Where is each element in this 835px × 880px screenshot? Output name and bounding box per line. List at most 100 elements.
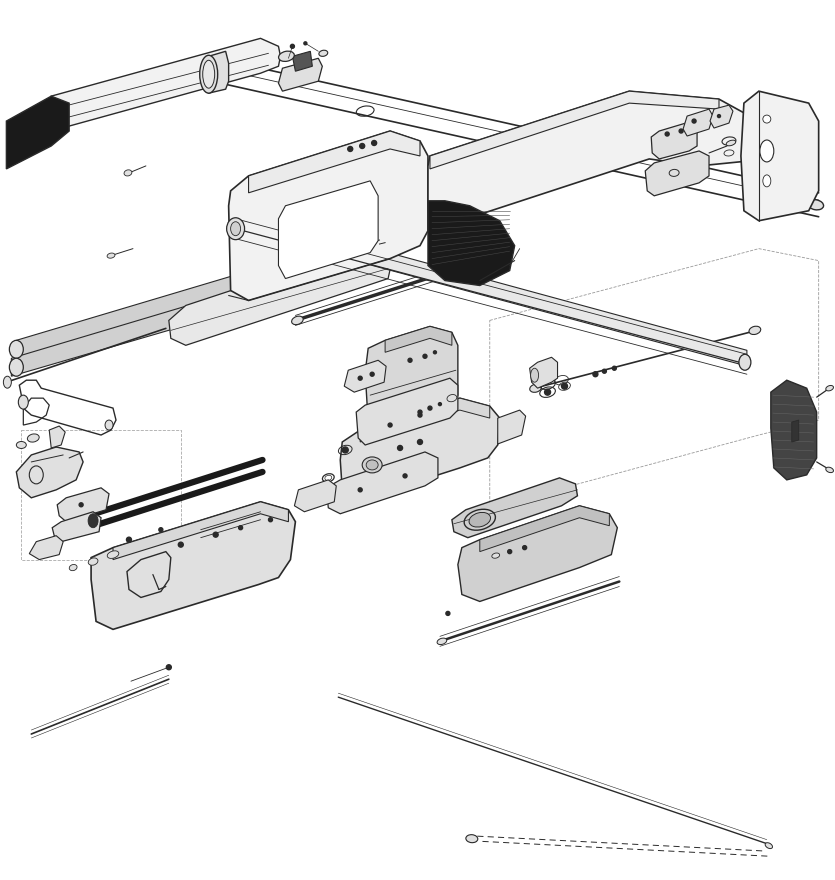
Ellipse shape: [124, 170, 132, 176]
Ellipse shape: [669, 169, 679, 176]
Circle shape: [403, 474, 407, 478]
Ellipse shape: [722, 137, 736, 145]
Polygon shape: [58, 488, 109, 522]
Ellipse shape: [362, 457, 382, 473]
Ellipse shape: [200, 55, 218, 93]
Polygon shape: [91, 502, 296, 629]
Ellipse shape: [9, 358, 23, 377]
Ellipse shape: [203, 60, 215, 88]
Ellipse shape: [279, 51, 294, 62]
Polygon shape: [17, 447, 84, 498]
Polygon shape: [360, 398, 490, 442]
Ellipse shape: [726, 140, 736, 146]
Polygon shape: [357, 378, 458, 445]
Polygon shape: [710, 105, 733, 128]
Circle shape: [717, 114, 721, 118]
Polygon shape: [229, 131, 428, 300]
Polygon shape: [200, 51, 229, 93]
Circle shape: [304, 42, 307, 45]
Ellipse shape: [492, 553, 499, 558]
Polygon shape: [529, 357, 558, 388]
Circle shape: [508, 550, 512, 554]
Ellipse shape: [749, 326, 761, 334]
Ellipse shape: [826, 385, 833, 391]
Polygon shape: [651, 122, 697, 159]
Circle shape: [408, 358, 412, 363]
Polygon shape: [340, 398, 499, 500]
Circle shape: [418, 439, 423, 444]
Ellipse shape: [447, 394, 457, 402]
Polygon shape: [51, 39, 281, 131]
Circle shape: [764, 116, 770, 122]
Ellipse shape: [724, 150, 734, 156]
Polygon shape: [683, 109, 713, 136]
Circle shape: [372, 141, 377, 145]
Circle shape: [433, 351, 437, 354]
Polygon shape: [385, 326, 452, 352]
Polygon shape: [741, 92, 818, 221]
Polygon shape: [480, 506, 610, 552]
Ellipse shape: [28, 434, 39, 442]
Polygon shape: [645, 151, 709, 196]
Ellipse shape: [807, 200, 823, 210]
Ellipse shape: [230, 222, 240, 236]
Ellipse shape: [469, 512, 490, 527]
Circle shape: [446, 612, 450, 615]
Ellipse shape: [226, 217, 245, 239]
Circle shape: [692, 119, 696, 123]
Ellipse shape: [760, 140, 774, 162]
Ellipse shape: [107, 253, 115, 258]
Polygon shape: [7, 96, 69, 169]
Circle shape: [166, 664, 171, 670]
Ellipse shape: [529, 384, 541, 392]
Circle shape: [126, 537, 131, 542]
Ellipse shape: [89, 558, 98, 565]
Circle shape: [418, 410, 422, 414]
Ellipse shape: [291, 316, 303, 325]
Polygon shape: [344, 360, 386, 392]
Ellipse shape: [763, 175, 771, 187]
Polygon shape: [428, 92, 759, 231]
Circle shape: [213, 532, 218, 537]
Circle shape: [612, 366, 616, 370]
Ellipse shape: [69, 564, 77, 570]
Polygon shape: [249, 131, 420, 193]
Polygon shape: [113, 502, 288, 560]
Ellipse shape: [9, 341, 23, 358]
Polygon shape: [771, 380, 817, 480]
Polygon shape: [17, 255, 308, 358]
Circle shape: [593, 371, 598, 377]
Circle shape: [358, 488, 362, 492]
Polygon shape: [278, 58, 322, 92]
Polygon shape: [12, 273, 306, 377]
Circle shape: [602, 370, 606, 373]
Ellipse shape: [17, 442, 27, 449]
Circle shape: [347, 146, 352, 151]
Ellipse shape: [367, 460, 378, 470]
Polygon shape: [235, 214, 746, 365]
Circle shape: [561, 383, 568, 389]
Polygon shape: [278, 181, 378, 279]
Polygon shape: [365, 326, 458, 430]
Circle shape: [544, 389, 550, 395]
Circle shape: [358, 377, 362, 380]
Circle shape: [423, 355, 427, 358]
Ellipse shape: [464, 510, 495, 531]
Polygon shape: [428, 201, 514, 285]
Circle shape: [679, 129, 683, 133]
Ellipse shape: [739, 355, 751, 370]
Ellipse shape: [107, 551, 119, 559]
Ellipse shape: [466, 834, 478, 843]
Circle shape: [360, 143, 365, 149]
Circle shape: [665, 132, 669, 136]
Ellipse shape: [105, 420, 113, 430]
Polygon shape: [430, 92, 719, 169]
Ellipse shape: [437, 638, 447, 644]
Ellipse shape: [826, 467, 833, 473]
Polygon shape: [458, 506, 617, 601]
Circle shape: [342, 447, 348, 453]
Ellipse shape: [18, 395, 28, 409]
Polygon shape: [295, 480, 337, 512]
Circle shape: [79, 502, 84, 507]
Circle shape: [159, 528, 163, 532]
